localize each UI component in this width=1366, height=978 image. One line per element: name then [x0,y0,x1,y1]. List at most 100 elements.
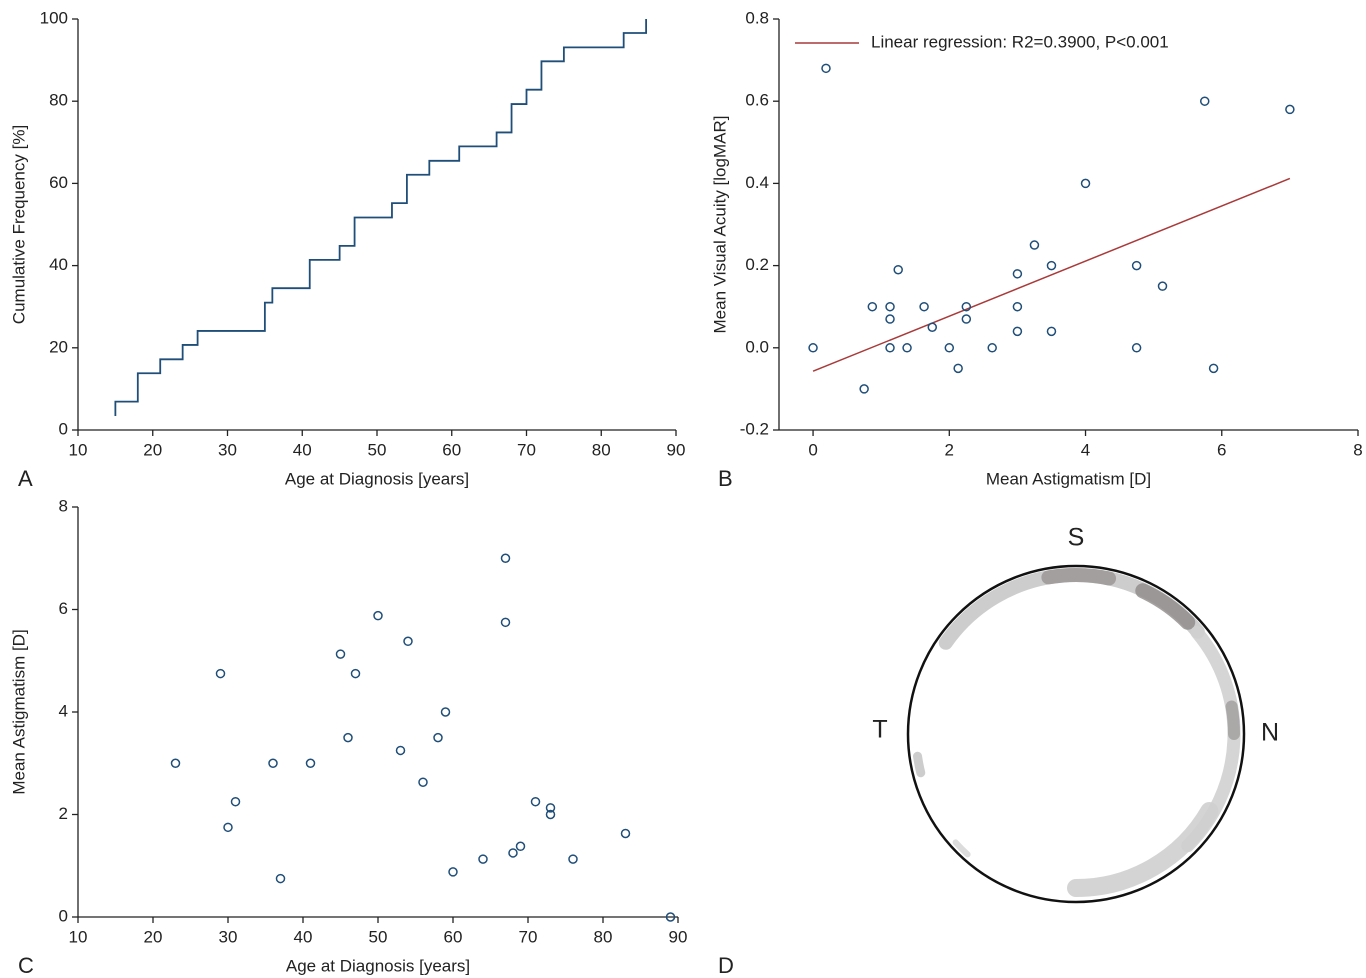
lesion-arc [1225,700,1240,740]
y-tick-label: 40 [49,255,68,274]
lesion-arc [952,839,971,858]
y-tick-label: 0.6 [745,91,769,110]
point [500,553,511,563]
y-tick-label: 100 [40,8,68,27]
point [808,343,818,353]
y-tick-label: 2 [59,804,68,823]
x-tick-label: 50 [369,927,388,946]
point [620,828,631,839]
y-axis-label: Mean Visual Acuity [logMAR] [710,116,729,334]
point [1012,301,1023,312]
point [927,322,938,332]
y-tick-label: 0.2 [745,255,769,274]
cumulative-line [114,19,647,417]
x-tick-label: 2 [945,440,954,459]
y-tick-label: 0 [59,906,68,925]
point [902,343,912,353]
point [1199,96,1210,106]
point [350,668,361,679]
point [440,707,451,717]
y-tick-label: 4 [59,701,68,720]
eye-outline [906,564,1246,904]
x-tick-label: 50 [368,440,387,459]
x-tick-label: 10 [69,927,88,946]
x-axis-label: Age at Diagnosis [years] [286,956,470,975]
y-tick-label: 6 [59,599,68,618]
point [223,822,233,833]
point [1029,240,1040,250]
point [893,264,903,275]
point [170,758,181,768]
lesion-arc [1135,583,1196,630]
y-tick-label: 8 [59,496,68,515]
x-tick-label: 90 [667,440,686,459]
point [885,301,895,312]
point [335,649,346,659]
point [961,314,972,324]
x-tick-label: 30 [218,440,237,459]
point [1012,326,1023,337]
x-tick-label: 90 [669,927,688,946]
point [500,617,511,628]
x-tick-label: 20 [143,440,162,459]
point [215,668,226,679]
point [268,758,278,768]
point [230,796,241,807]
panel-letter: C [18,953,34,978]
point [987,343,997,353]
panel-letter: A [18,466,33,491]
point [418,777,428,787]
point [448,867,458,877]
y-tick-label: 0.0 [745,337,769,356]
lesion-arc [1067,802,1219,897]
point [395,745,406,756]
y-tick-label: 0.8 [745,8,769,27]
lesion-arc [1041,568,1117,586]
point [885,314,895,324]
point [275,873,286,884]
x-tick-label: 60 [444,927,463,946]
point [1046,326,1057,337]
point [1080,178,1091,189]
point [885,343,895,353]
panel-letter: D [718,953,734,978]
point [1012,269,1023,279]
point [403,636,413,647]
y-tick-label: 20 [49,337,68,356]
x-tick-label: 4 [1081,440,1090,459]
regression-line [812,177,1291,372]
y-tick-label: 60 [49,173,68,192]
x-axis-label: Mean Astigmatism [D] [986,469,1151,488]
point [1208,363,1219,374]
point [919,301,929,312]
point [508,848,518,858]
point [305,758,316,768]
point [859,384,869,394]
point [530,796,541,807]
point [867,301,878,312]
point [343,732,353,743]
x-tick-label: 40 [293,440,312,459]
y-axis-label: Mean Astigmatism [D] [9,629,28,794]
legend-label: Linear regression: R2=0.3900, P<0.001 [871,32,1169,51]
point [568,854,578,864]
point [1157,281,1168,291]
point [545,809,556,820]
point [515,841,526,852]
x-tick-label: 40 [294,927,313,946]
x-tick-label: 80 [594,927,613,946]
x-tick-label: 8 [1353,440,1362,459]
x-tick-label: 30 [219,927,238,946]
point [961,301,972,312]
point [944,343,955,353]
point [373,610,383,621]
point [478,854,488,864]
panel-letter: B [718,466,733,491]
y-tick-label: 0 [59,419,68,438]
y-tick-label: 0.4 [745,173,769,192]
point [1131,343,1142,353]
x-axis-label: Age at Diagnosis [years] [285,469,469,488]
label-superior: S [1068,524,1085,552]
label-nasal: N [1261,719,1279,747]
